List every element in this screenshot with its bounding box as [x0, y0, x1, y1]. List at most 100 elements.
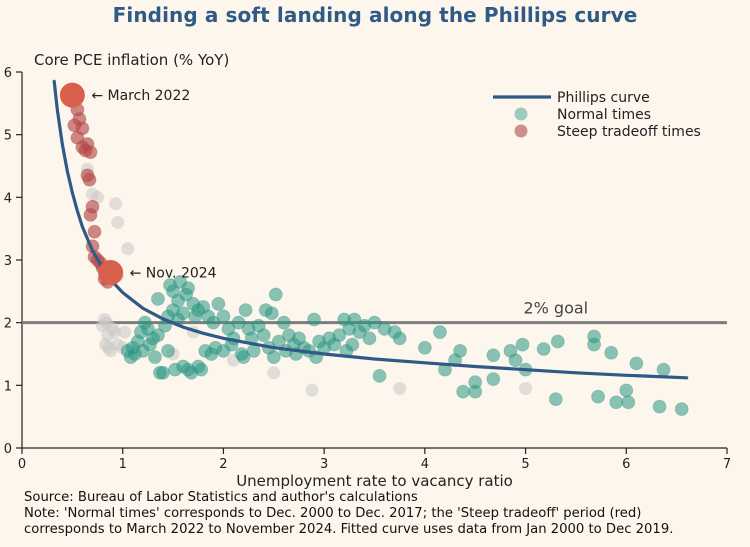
- legend-label-steep: Steep tradeoff times: [557, 124, 701, 140]
- x-ticks: 0 1 2 3 4 5 6 7: [18, 448, 731, 472]
- normal-times-point: [536, 342, 551, 356]
- steep-tradeoff-point: [83, 207, 98, 222]
- normal-times-point: [194, 362, 209, 377]
- other-period-point: [305, 383, 319, 397]
- normal-times-point: [656, 362, 671, 377]
- normal-times-point: [347, 312, 362, 327]
- normal-times-point: [591, 389, 605, 404]
- normal-times-point: [362, 331, 377, 346]
- other-period-point: [519, 381, 533, 395]
- normal-times-point: [456, 384, 471, 399]
- normal-times-point: [238, 303, 253, 318]
- x-tick-label: 4: [421, 457, 429, 472]
- y-tick-label: 2: [4, 317, 12, 332]
- x-axis-label: Unemployment rate to vacancy ratio: [236, 472, 513, 490]
- normal-times-point: [508, 353, 523, 368]
- normal-times-point: [307, 312, 321, 327]
- normal-times-point: [156, 365, 170, 380]
- highlight-points: [59, 82, 124, 286]
- normal-times-point: [276, 315, 291, 330]
- x-tick-label: 1: [119, 457, 127, 472]
- steep-tradeoff-point: [67, 118, 82, 133]
- legend-label-normal: Normal times: [557, 107, 651, 123]
- normal-times-point: [372, 369, 387, 383]
- normal-times-point: [674, 402, 689, 417]
- normal-times-point: [515, 337, 530, 352]
- phillips-curve-line: [52, 79, 689, 380]
- legend-label-phillips: Phillips curve: [557, 90, 650, 106]
- other-period-point: [111, 215, 125, 229]
- steep-tradeoff-point: [83, 145, 98, 160]
- normal-times-point: [367, 315, 382, 330]
- legend-normal-swatch: [514, 107, 528, 121]
- period-note-1: Note: 'Normal times' corresponds to Dec.…: [24, 506, 642, 521]
- normal-times-point: [332, 328, 347, 343]
- normal-times-point: [181, 281, 196, 296]
- y-ticks: 0 1 2 3 4 5 6: [4, 66, 22, 457]
- normal-times-point: [392, 331, 407, 346]
- normal-times-point: [216, 309, 231, 324]
- normal-times-point: [433, 325, 447, 339]
- chart-title: Finding a soft landing along the Phillip…: [112, 3, 638, 27]
- steep-tradeoff-point: [87, 224, 102, 239]
- x-tick-label: 2: [219, 457, 227, 472]
- steep-tradeoff-point: [82, 172, 97, 187]
- other-period-point: [121, 242, 135, 256]
- normal-times-point: [621, 395, 636, 410]
- y-tick-label: 6: [4, 66, 12, 81]
- highlight-nov-2024: [98, 260, 124, 286]
- chart: 0 1 2 3 4 5 6 7 0 1 2 3 4 5 6 Core PCE inflation (% Y…: [4, 51, 731, 490]
- footnotes: Source: Bureau of Labor Statistics and a…: [24, 490, 673, 538]
- normal-times-point: [151, 328, 165, 343]
- normal-times-point: [211, 296, 226, 311]
- normal-times-point: [587, 337, 601, 352]
- normal-times-points: [120, 275, 689, 417]
- y-tick-label: 0: [4, 442, 12, 457]
- y-tick-label: 3: [4, 254, 12, 269]
- normal-times-point: [148, 350, 162, 365]
- period-note-2: corresponds to March 2022 to November 20…: [24, 522, 674, 537]
- normal-times-point: [151, 291, 165, 306]
- normal-times-point: [453, 343, 468, 358]
- other-period-point: [393, 381, 407, 395]
- x-tick-label: 3: [320, 457, 328, 472]
- normal-times-point: [652, 399, 667, 414]
- normal-times-point: [486, 372, 501, 386]
- axes: 0 1 2 3 4 5 6 7 0 1 2 3 4 5 6 Core PCE inflation (% Y…: [4, 51, 731, 490]
- y-axis-label: Core PCE inflation (% YoY): [34, 51, 229, 69]
- normal-times-point: [268, 287, 283, 302]
- normal-times-point: [619, 383, 634, 398]
- normal-times-point: [548, 392, 563, 407]
- x-tick-label: 6: [622, 457, 630, 472]
- normal-times-point: [486, 348, 501, 363]
- normal-times-point: [264, 306, 279, 321]
- other-period-point: [118, 325, 132, 339]
- annotation-march-2022: ← March 2022: [91, 88, 190, 104]
- y-tick-label: 5: [4, 129, 12, 144]
- normal-times-point: [609, 395, 624, 410]
- normal-times-point: [417, 340, 432, 355]
- normal-times-point: [550, 334, 565, 349]
- source-note: Source: Bureau of Labor Statistics and a…: [24, 490, 418, 505]
- normal-times-point: [256, 328, 271, 343]
- other-period-point: [108, 325, 122, 339]
- highlight-march-2022: [59, 82, 85, 108]
- x-tick-label: 0: [18, 457, 26, 472]
- normal-times-point: [176, 306, 191, 321]
- annotation-nov-2024: ← Nov. 2024: [130, 266, 217, 282]
- normal-times-point: [629, 356, 644, 371]
- normal-times-point: [231, 315, 246, 330]
- normal-times-point: [345, 337, 360, 352]
- normal-times-point: [468, 384, 483, 399]
- x-tick-label: 7: [723, 457, 731, 472]
- x-tick-label: 5: [521, 457, 529, 472]
- normal-times-point: [161, 343, 175, 358]
- other-period-point: [109, 197, 123, 211]
- legend-steep-swatch: [514, 124, 528, 138]
- legend: Phillips curve Normal times Steep tradeo…: [493, 90, 701, 140]
- normal-times-point: [206, 315, 221, 330]
- y-tick-label: 4: [4, 191, 12, 206]
- normal-times-point: [266, 350, 281, 365]
- y-tick-label: 1: [4, 379, 12, 394]
- normal-times-point: [236, 350, 251, 365]
